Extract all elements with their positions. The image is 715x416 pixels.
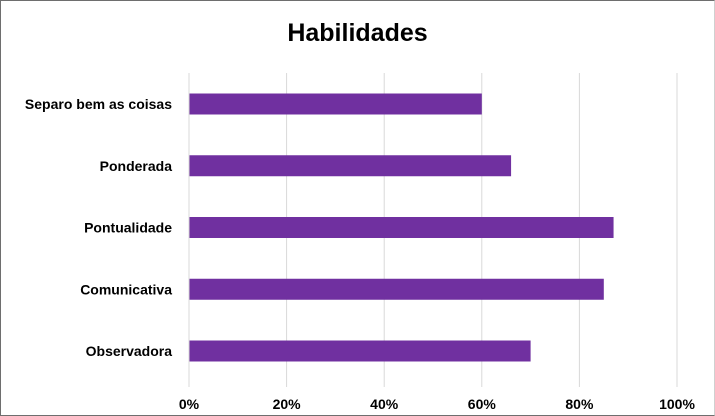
x-tick-label: 0% (179, 396, 200, 412)
bars (189, 93, 614, 362)
y-category-label: Ponderada (100, 158, 173, 174)
x-tick-label: 80% (565, 396, 594, 412)
y-category-label: Separo bem as coisas (25, 96, 172, 112)
bar (189, 278, 604, 300)
y-category-label: Observadora (86, 343, 173, 359)
x-axis-tick-labels: 0% 20% 40% 60% 80% 100% (179, 396, 696, 412)
x-tick-label: 20% (273, 396, 302, 412)
x-tick-label: 40% (370, 396, 399, 412)
bar (189, 340, 531, 362)
bar (189, 93, 482, 115)
y-category-label: Pontualidade (84, 220, 172, 236)
chart-title: Habilidades (287, 19, 428, 47)
y-axis-category-labels: Separo bem as coisas Ponderada Pontualidad… (25, 96, 172, 359)
bar (189, 155, 512, 177)
x-tick-label: 100% (659, 396, 695, 412)
bar (189, 217, 614, 238)
y-category-label: Comunicativa (80, 281, 172, 297)
x-tick-label: 60% (468, 396, 497, 412)
